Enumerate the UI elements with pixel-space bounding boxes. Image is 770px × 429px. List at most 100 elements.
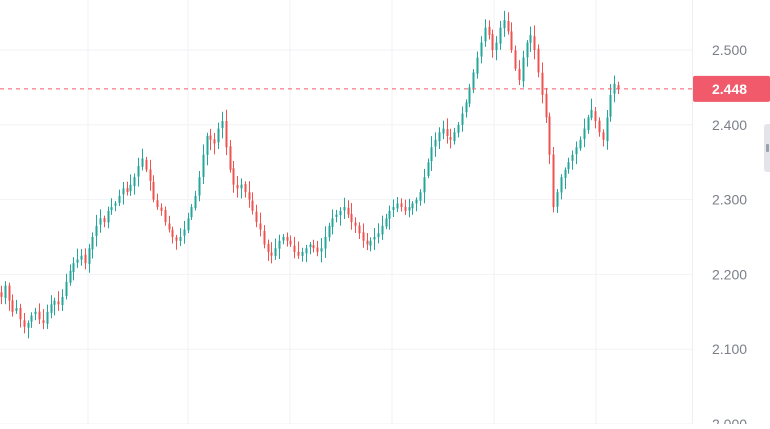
- candle-body: [244, 183, 247, 193]
- candle: [457, 122, 460, 138]
- candle-body: [583, 128, 586, 140]
- candle-body: [248, 192, 251, 200]
- candle: [461, 106, 464, 132]
- candle-body: [217, 128, 220, 143]
- price-tick-label: 2.100: [712, 341, 747, 357]
- candle: [168, 215, 171, 233]
- candle: [434, 132, 437, 157]
- candle: [415, 197, 418, 212]
- candle-body: [442, 128, 445, 134]
- candle: [232, 161, 235, 193]
- candle-body: [236, 184, 239, 189]
- candle-body: [461, 113, 464, 125]
- candle-body: [488, 26, 491, 36]
- candle: [411, 201, 414, 215]
- candle: [408, 198, 411, 218]
- candle-body: [42, 320, 45, 324]
- candle-body: [95, 225, 98, 236]
- price-scale-handle[interactable]: [764, 124, 770, 172]
- candle-body: [229, 146, 232, 170]
- candle: [404, 199, 407, 215]
- candle: [286, 232, 289, 247]
- candle: [343, 197, 346, 220]
- price-tick-label: 2.000: [712, 416, 747, 424]
- candle-body: [373, 237, 376, 240]
- candle: [152, 175, 155, 203]
- candle-body: [328, 225, 331, 238]
- candle-body: [274, 248, 277, 257]
- candle-body: [194, 195, 197, 209]
- candle-body: [609, 94, 612, 117]
- candle: [301, 247, 304, 262]
- candle: [510, 22, 513, 53]
- candle: [613, 75, 616, 103]
- candle-body: [114, 203, 117, 206]
- candle-body: [396, 203, 399, 209]
- candle-body: [369, 240, 372, 246]
- candle: [255, 204, 258, 228]
- candle: [503, 10, 506, 37]
- candle-body: [560, 177, 563, 193]
- candle: [179, 228, 182, 247]
- candle-body: [449, 137, 452, 140]
- candle-body: [46, 311, 49, 324]
- candle-body: [495, 42, 498, 51]
- candle: [373, 227, 376, 251]
- candle: [606, 110, 609, 150]
- candle: [107, 206, 110, 229]
- candle-body: [503, 20, 506, 29]
- candle: [488, 20, 491, 40]
- candle: [202, 144, 205, 185]
- candle: [141, 148, 144, 171]
- candle-body: [522, 57, 525, 82]
- candle-body: [571, 154, 574, 161]
- candle-body: [343, 207, 346, 211]
- candle-body: [457, 124, 460, 133]
- candle: [358, 222, 361, 240]
- candle-body: [556, 192, 559, 207]
- candle: [556, 189, 559, 213]
- candle-body: [526, 42, 529, 58]
- candle-body: [484, 27, 487, 42]
- candle-body: [316, 247, 319, 252]
- candle: [587, 114, 590, 134]
- candle-body: [320, 248, 323, 252]
- candle: [465, 99, 468, 118]
- candle: [575, 141, 578, 165]
- candle: [34, 307, 37, 321]
- candle-body: [225, 120, 228, 148]
- candle-body: [404, 207, 407, 211]
- candle-body: [613, 83, 616, 94]
- candles: [0, 10, 620, 339]
- candle: [354, 217, 357, 234]
- candle: [171, 226, 174, 244]
- candle: [114, 201, 117, 212]
- candle: [76, 248, 79, 268]
- candle: [91, 232, 94, 259]
- candle-body: [331, 218, 334, 227]
- candle-body: [427, 162, 430, 177]
- candle: [270, 242, 273, 264]
- candle-body: [548, 116, 551, 155]
- candle-body: [8, 285, 11, 301]
- candle: [149, 159, 152, 191]
- candle: [118, 189, 121, 207]
- candle-body: [65, 281, 68, 297]
- candle: [289, 235, 292, 247]
- candle-body: [480, 42, 483, 57]
- candle-body: [156, 200, 159, 208]
- candle: [282, 233, 285, 245]
- candle-body: [408, 207, 411, 211]
- candle-body: [411, 203, 414, 209]
- candle: [400, 198, 403, 212]
- candle: [251, 192, 254, 215]
- candle: [320, 238, 323, 263]
- price-tick-label: 2.200: [712, 266, 747, 282]
- candle: [491, 29, 494, 58]
- candle: [388, 205, 391, 230]
- candle: [221, 111, 224, 139]
- candle: [430, 136, 433, 172]
- grid: [0, 0, 693, 425]
